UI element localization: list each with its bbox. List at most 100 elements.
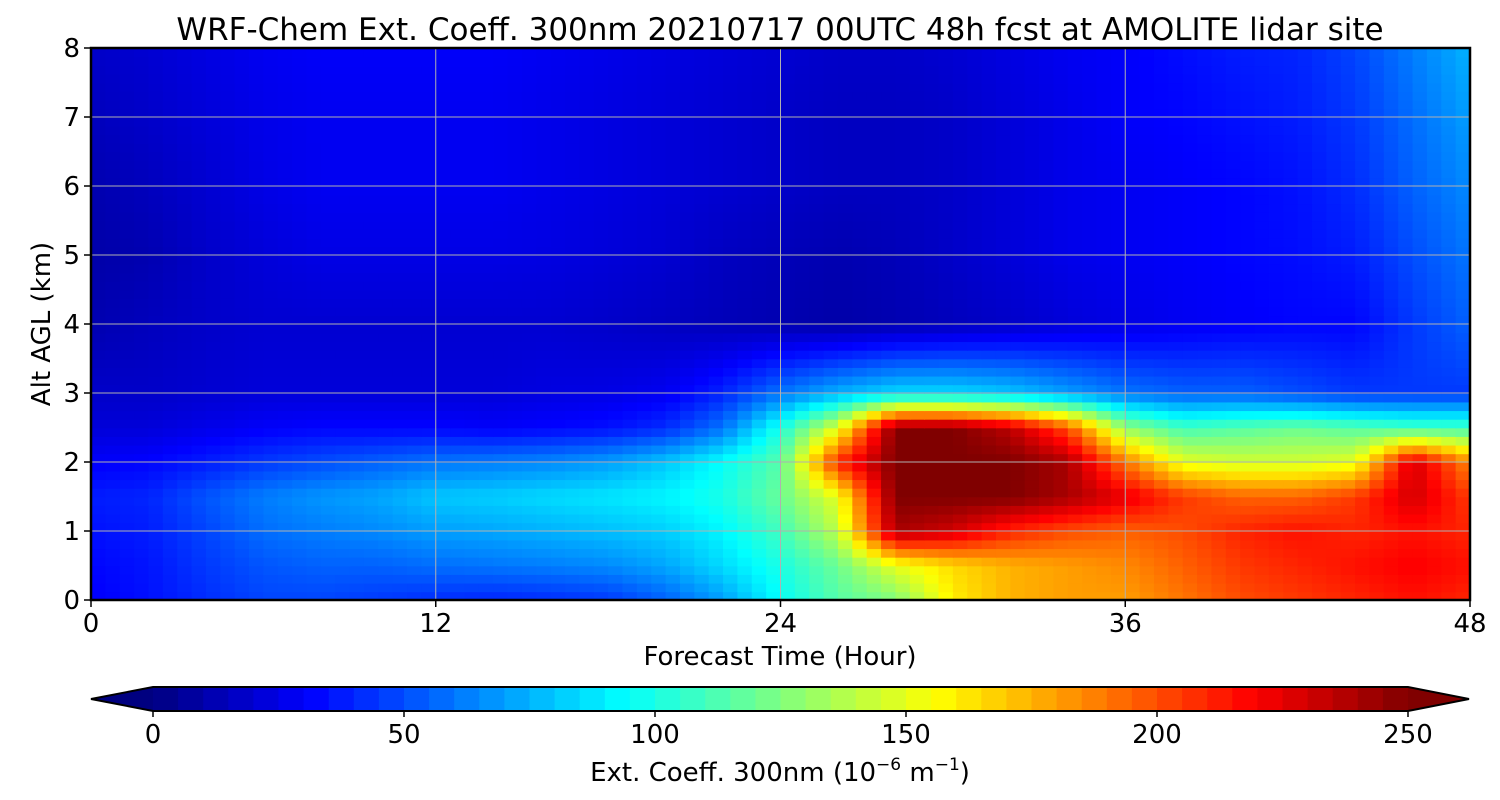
heatmap-cell bbox=[1110, 306, 1127, 317]
heatmap-cell bbox=[1168, 229, 1184, 239]
heatmap-cell bbox=[737, 263, 753, 274]
heatmap-cell bbox=[952, 160, 969, 170]
heatmap-cell bbox=[91, 574, 107, 584]
heatmap-cell bbox=[162, 453, 178, 463]
heatmap-cell bbox=[866, 453, 882, 463]
heatmap-cell bbox=[536, 487, 552, 498]
heatmap-cell bbox=[1398, 289, 1414, 299]
heatmap-cell bbox=[148, 237, 164, 248]
heatmap-cell bbox=[349, 582, 365, 593]
heatmap-cell bbox=[1455, 220, 1470, 230]
heatmap-cell bbox=[780, 306, 796, 317]
heatmap-cell bbox=[435, 186, 451, 196]
heatmap-cell bbox=[263, 168, 279, 179]
heatmap-cell bbox=[1182, 349, 1198, 360]
heatmap-cell bbox=[1153, 160, 1170, 170]
heatmap-cell bbox=[335, 367, 351, 377]
heatmap-cell bbox=[1211, 168, 1227, 179]
heatmap-cell bbox=[1254, 496, 1270, 506]
heatmap-cell bbox=[205, 410, 222, 420]
heatmap-cell bbox=[1168, 548, 1184, 558]
heatmap-cell bbox=[636, 349, 653, 360]
heatmap-cell bbox=[1297, 203, 1313, 213]
heatmap-cell bbox=[478, 220, 494, 230]
heatmap-cell bbox=[881, 229, 897, 239]
heatmap-cell bbox=[162, 522, 178, 532]
heatmap-cell bbox=[1326, 203, 1342, 213]
heatmap-cell bbox=[1355, 246, 1371, 256]
heatmap-cell bbox=[1340, 436, 1356, 446]
heatmap-cell bbox=[1225, 211, 1241, 222]
heatmap-cell bbox=[1053, 289, 1069, 299]
heatmap-cell bbox=[1053, 263, 1069, 274]
heatmap-cell bbox=[421, 349, 437, 360]
heatmap-cell bbox=[981, 358, 997, 368]
heatmap-cell bbox=[924, 367, 940, 377]
heatmap-cell bbox=[435, 556, 451, 567]
heatmap-cell bbox=[895, 306, 911, 317]
heatmap-cell bbox=[1197, 229, 1213, 239]
heatmap-cell bbox=[1139, 556, 1155, 567]
heatmap-cell bbox=[593, 367, 609, 377]
heatmap-cell bbox=[493, 479, 509, 489]
heatmap-cell bbox=[708, 177, 724, 187]
heatmap-cell bbox=[823, 565, 839, 575]
heatmap-cell bbox=[277, 289, 293, 299]
heatmap-cell bbox=[177, 591, 193, 600]
heatmap-cell bbox=[1441, 263, 1457, 274]
heatmap-cell bbox=[1096, 168, 1112, 179]
heatmap-cell bbox=[335, 427, 351, 437]
heatmap-cell bbox=[493, 470, 509, 481]
heatmap-cell bbox=[1369, 574, 1385, 584]
heatmap-cell bbox=[737, 505, 753, 515]
heatmap-cell bbox=[1283, 341, 1299, 351]
heatmap-cell bbox=[995, 531, 1012, 541]
heatmap-cell bbox=[852, 505, 868, 515]
heatmap-cell bbox=[1254, 556, 1270, 567]
heatmap-cell bbox=[1455, 358, 1470, 368]
heatmap-cell bbox=[895, 487, 911, 498]
heatmap-cell bbox=[507, 401, 523, 412]
heatmap-cell bbox=[1398, 306, 1414, 317]
heatmap-cell bbox=[665, 255, 681, 265]
heatmap-cell bbox=[205, 548, 222, 558]
heatmap-cell bbox=[306, 168, 322, 179]
heatmap-cell bbox=[679, 280, 696, 291]
heatmap-cell bbox=[622, 591, 638, 600]
heatmap-cell bbox=[565, 367, 581, 377]
heatmap-cell bbox=[521, 556, 538, 567]
heatmap-cell bbox=[579, 280, 595, 291]
heatmap-cell bbox=[636, 487, 653, 498]
heatmap-cell bbox=[809, 574, 825, 584]
heatmap-cell bbox=[1426, 453, 1443, 463]
heatmap-cell bbox=[464, 160, 480, 170]
heatmap-cell bbox=[320, 384, 336, 394]
heatmap-cell bbox=[363, 229, 380, 239]
heatmap-cell bbox=[809, 513, 825, 524]
heatmap-cell bbox=[737, 186, 753, 196]
heatmap-cell bbox=[220, 151, 236, 161]
heatmap-cell bbox=[1455, 462, 1470, 472]
heatmap-cell bbox=[177, 565, 193, 575]
heatmap-cell bbox=[91, 332, 107, 343]
heatmap-cell bbox=[1340, 341, 1356, 351]
heatmap-cell bbox=[119, 315, 135, 325]
heatmap-cell bbox=[794, 194, 811, 205]
heatmap-cell bbox=[162, 505, 178, 515]
heatmap-cell bbox=[665, 367, 681, 377]
heatmap-cell bbox=[177, 306, 193, 317]
heatmap-cell bbox=[1268, 151, 1285, 161]
heatmap-cell bbox=[521, 513, 538, 524]
heatmap-cell bbox=[995, 289, 1012, 299]
heatmap-cell bbox=[1412, 177, 1428, 187]
heatmap-cell bbox=[363, 211, 380, 222]
heatmap-cell bbox=[349, 444, 365, 455]
heatmap-cell bbox=[1254, 349, 1270, 360]
heatmap-cell bbox=[809, 246, 825, 256]
heatmap-cell bbox=[593, 531, 609, 541]
heatmap-cell bbox=[593, 237, 609, 248]
heatmap-cell bbox=[909, 453, 925, 463]
heatmap-cell bbox=[119, 531, 135, 541]
heatmap-cell bbox=[1053, 151, 1069, 161]
heatmap-cell bbox=[177, 367, 193, 377]
